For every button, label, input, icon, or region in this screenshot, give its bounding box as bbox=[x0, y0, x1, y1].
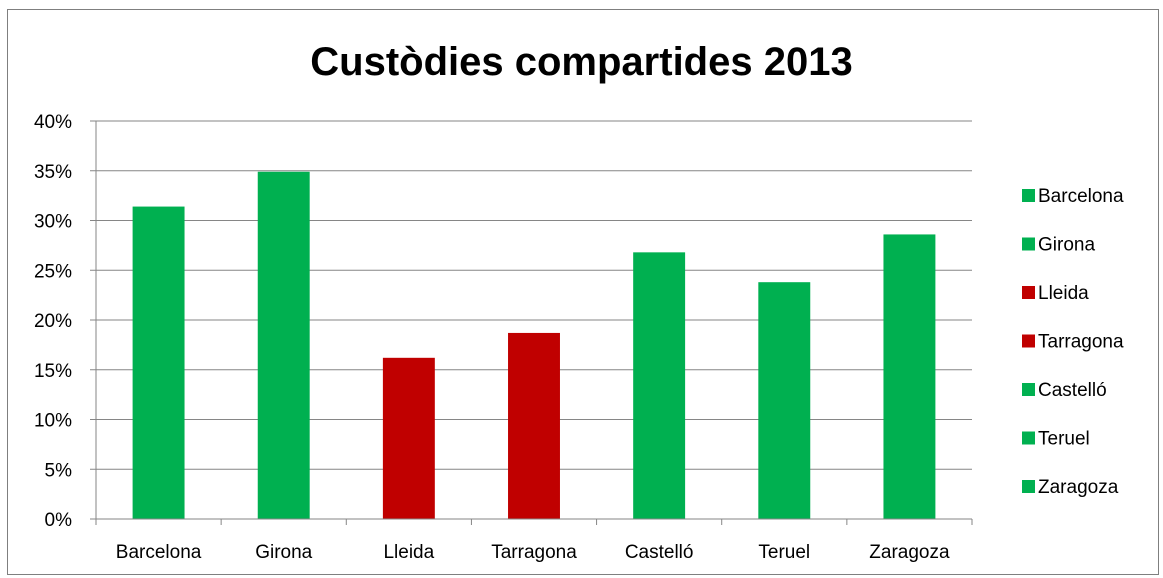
x-tick-label: Girona bbox=[255, 542, 312, 563]
legend-label: Lleida bbox=[1038, 283, 1089, 304]
y-tick-label: 40% bbox=[34, 112, 72, 133]
x-tick-label: Teruel bbox=[758, 542, 810, 563]
legend-swatch bbox=[1022, 334, 1035, 348]
legend-swatch bbox=[1022, 480, 1035, 493]
legend-swatch bbox=[1022, 189, 1035, 202]
axes: 0% 5% 10% 15% 20% 25% 30% 35% 40% Barcelona Girona… bbox=[34, 112, 973, 563]
legend-swatch bbox=[1022, 431, 1035, 445]
y-tick-label: 25% bbox=[34, 261, 72, 282]
y-tick-label: 5% bbox=[45, 460, 73, 481]
bars bbox=[132, 171, 936, 519]
legend: Barcelona Girona Lleida Tarragona Castelló Te… bbox=[1022, 186, 1124, 498]
y-tick-label: 35% bbox=[34, 162, 72, 183]
legend-swatch bbox=[1022, 237, 1035, 251]
legend-swatch bbox=[1022, 383, 1035, 396]
x-tick-label: Castelló bbox=[625, 542, 694, 563]
legend-label: Barcelona bbox=[1038, 186, 1124, 207]
x-tick-label: Zaragoza bbox=[869, 542, 950, 563]
bar-castelló bbox=[633, 252, 686, 519]
legend-label: Teruel bbox=[1038, 429, 1090, 450]
x-tick-label: Tarragona bbox=[491, 542, 577, 563]
legend-swatch bbox=[1022, 286, 1035, 299]
x-tick-label: Lleida bbox=[383, 542, 434, 563]
legend-label: Zaragoza bbox=[1038, 477, 1119, 498]
legend-label: Tarragona bbox=[1038, 332, 1124, 353]
chart-title: Custòdies compartides 2013 bbox=[310, 40, 853, 84]
x-tick-label: Barcelona bbox=[116, 542, 202, 563]
legend-label: Girona bbox=[1038, 235, 1095, 256]
bar-zaragoza bbox=[883, 234, 936, 519]
y-tick-label: 0% bbox=[45, 510, 73, 531]
bar-tarragona bbox=[508, 332, 560, 519]
bar-teruel bbox=[758, 282, 811, 519]
y-tick-label: 10% bbox=[34, 411, 72, 432]
y-tick-label: 30% bbox=[34, 212, 72, 233]
y-tick-label: 15% bbox=[34, 361, 72, 382]
bar-girona bbox=[257, 171, 310, 519]
bar-lleida bbox=[382, 357, 435, 519]
y-tick-label: 20% bbox=[34, 311, 72, 332]
bar-barcelona bbox=[132, 206, 185, 519]
chart-area bbox=[7, 9, 1159, 575]
legend-label: Castelló bbox=[1038, 380, 1107, 401]
